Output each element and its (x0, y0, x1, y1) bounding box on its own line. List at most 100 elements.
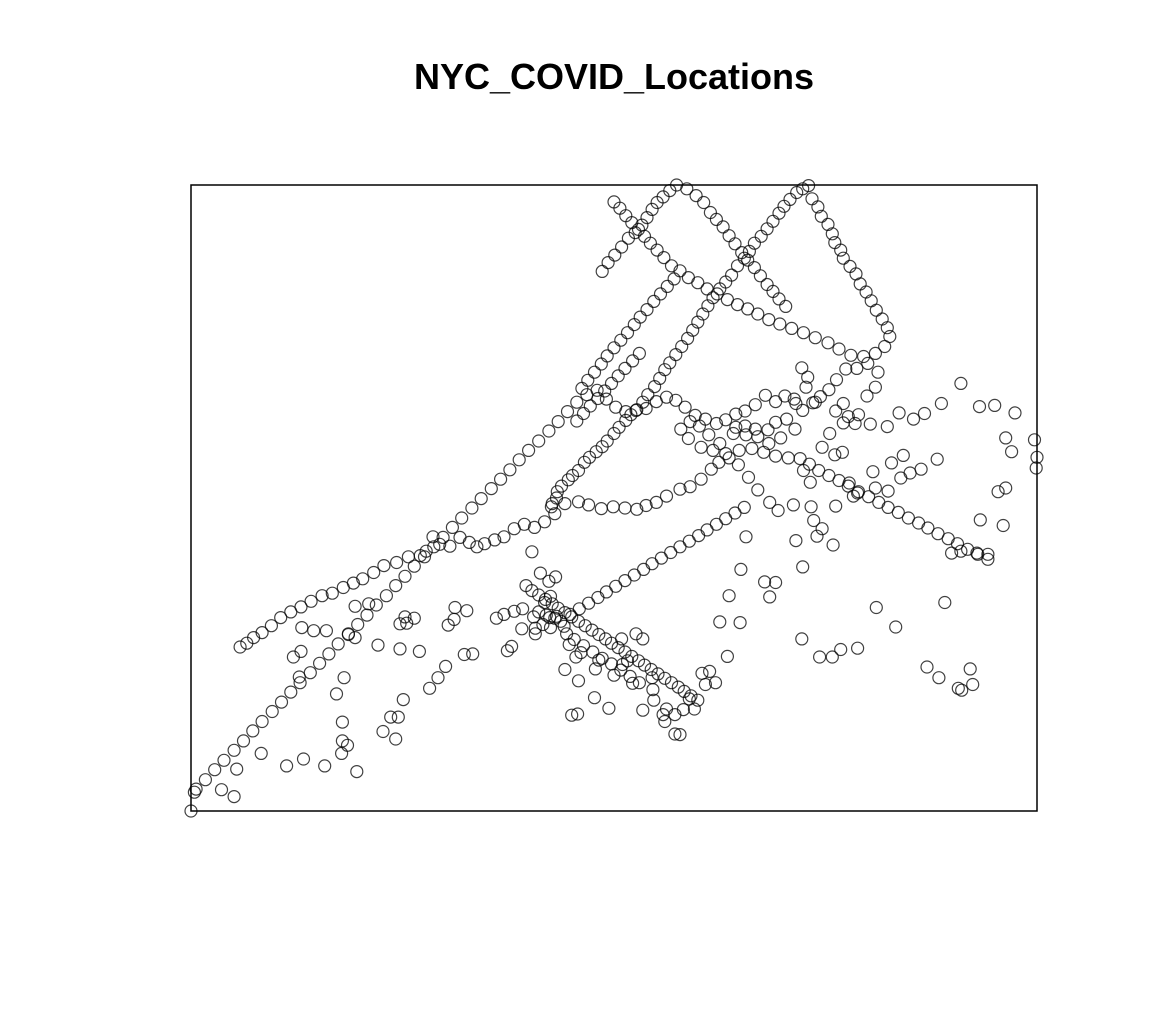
data-point (532, 605, 546, 619)
data-point (664, 259, 679, 273)
data-point (729, 407, 743, 421)
data-point (336, 580, 350, 595)
data-point (307, 624, 321, 638)
data-point (599, 585, 614, 599)
data-point (892, 406, 906, 420)
data-point (607, 195, 621, 209)
data-point (439, 659, 453, 674)
data-point (861, 356, 875, 370)
data-point (217, 753, 231, 767)
data-point (963, 662, 977, 676)
data-point (542, 574, 556, 588)
data-point (620, 654, 635, 668)
data-point (741, 470, 756, 484)
data-point (618, 573, 632, 588)
data-point (972, 400, 987, 414)
data-point (673, 540, 687, 554)
data-point (497, 530, 511, 544)
data-point (208, 763, 222, 777)
data-point (618, 361, 632, 375)
data-point (730, 259, 745, 273)
data-point (841, 410, 855, 424)
data-point (732, 443, 746, 457)
data-point (796, 326, 811, 340)
data-point (636, 395, 650, 409)
data-point (645, 202, 659, 216)
data-point (587, 365, 602, 379)
data-point (734, 562, 748, 577)
data-point (576, 406, 591, 421)
data-point (348, 599, 362, 613)
data-point (329, 687, 344, 701)
data-point (532, 588, 546, 602)
data-point (1008, 406, 1022, 420)
data-point (751, 430, 765, 444)
data-point (760, 222, 774, 236)
data-point (571, 495, 586, 509)
chart-title: NYC_COVID_Locations (413, 56, 815, 97)
data-point (917, 406, 932, 421)
data-point (230, 762, 244, 776)
data-point (751, 483, 765, 497)
data-point (532, 434, 546, 448)
data-point (911, 516, 926, 530)
data-point (668, 727, 682, 741)
data-point (607, 341, 621, 355)
data-point (768, 415, 783, 429)
data-point (914, 462, 928, 476)
data-point (470, 540, 484, 554)
data-point (878, 339, 892, 354)
data-point (265, 704, 279, 719)
data-point (632, 676, 647, 690)
data-point (577, 455, 592, 469)
data-point (860, 389, 874, 403)
data-point (738, 404, 752, 418)
data-point (398, 569, 412, 583)
data-point (859, 285, 873, 299)
data-point (602, 701, 616, 715)
data-point (588, 662, 603, 676)
data-point (322, 647, 336, 661)
data-point (658, 714, 672, 729)
data-point (585, 623, 599, 637)
data-point (683, 480, 697, 494)
data-point (866, 465, 880, 479)
data-point (697, 195, 711, 210)
data-point (609, 400, 623, 414)
data-point (757, 575, 772, 589)
data-point (748, 422, 762, 436)
data-point (578, 619, 592, 633)
data-point (620, 326, 635, 340)
data-point (537, 515, 552, 529)
data-point (623, 669, 637, 684)
data-point (731, 458, 746, 472)
data-point (618, 645, 632, 659)
data-point (930, 452, 944, 466)
data-point (796, 403, 810, 417)
data-point (561, 473, 575, 487)
data-point (659, 489, 674, 503)
data-point (864, 294, 878, 308)
data-point (868, 380, 883, 394)
data-point (788, 422, 802, 436)
data-point (664, 676, 679, 690)
data-point (600, 349, 614, 363)
data-point (351, 617, 365, 632)
data-point (829, 404, 843, 418)
data-point (583, 399, 597, 413)
data-point (853, 277, 867, 291)
data-point (841, 479, 855, 493)
data-point (594, 357, 608, 371)
data-point (389, 732, 403, 746)
data-point (543, 620, 558, 635)
data-point (551, 415, 565, 429)
data-point (460, 604, 474, 618)
data-point (528, 627, 542, 641)
data-point (227, 789, 241, 804)
data-point (636, 703, 650, 717)
data-point (653, 287, 668, 301)
data-point (625, 354, 640, 368)
data-point (497, 607, 511, 622)
data-point (548, 570, 563, 584)
